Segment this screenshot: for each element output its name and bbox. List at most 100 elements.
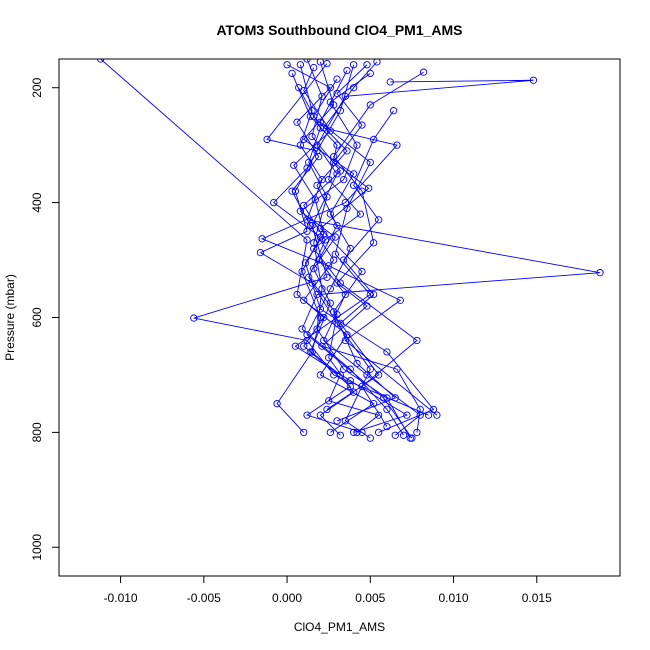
data-point — [340, 365, 348, 373]
data-point — [366, 365, 374, 373]
data-point — [316, 313, 325, 322]
plot-frame — [58, 58, 621, 577]
x-tick-label: -0.005 — [187, 591, 221, 605]
data-point — [320, 336, 328, 345]
data-point — [416, 411, 424, 419]
data-point — [336, 431, 344, 439]
data-point — [369, 239, 378, 247]
data-point — [389, 107, 398, 115]
data-point — [369, 290, 378, 299]
data-point — [391, 394, 399, 402]
data-point — [325, 397, 333, 405]
data-point — [374, 428, 383, 437]
data-point — [363, 371, 371, 379]
data-point — [336, 107, 344, 115]
data-point — [96, 59, 105, 63]
data-point — [308, 279, 316, 287]
series-line — [294, 70, 408, 433]
data-point — [346, 377, 354, 385]
data-point — [316, 371, 325, 379]
plot-area — [96, 59, 604, 442]
x-axis-label: ClO4_PM1_AMS — [294, 620, 385, 634]
data-point — [326, 285, 334, 293]
data-point — [340, 256, 348, 264]
data-point — [296, 141, 305, 149]
data-point — [349, 428, 358, 437]
series-line — [299, 72, 371, 433]
data-point — [303, 59, 311, 63]
data-point — [310, 112, 318, 121]
series-line — [298, 87, 411, 439]
data-point — [374, 371, 383, 379]
data-point — [311, 196, 320, 204]
series-13 — [300, 59, 358, 439]
data-point — [326, 210, 334, 218]
data-point — [293, 118, 301, 126]
data-point — [358, 267, 366, 276]
data-point — [403, 411, 411, 419]
data-point — [374, 411, 383, 419]
series-line — [291, 73, 418, 427]
data-point — [303, 236, 311, 244]
data-point — [529, 76, 538, 84]
data-point — [429, 405, 438, 414]
data-point — [288, 187, 296, 195]
data-point — [310, 239, 318, 247]
series-line — [286, 64, 375, 433]
data-point — [343, 147, 351, 155]
data-point — [383, 394, 391, 402]
data-point — [349, 181, 358, 190]
series-7 — [288, 69, 421, 431]
data-point — [366, 434, 374, 442]
data-point — [293, 290, 301, 299]
data-point — [369, 135, 378, 144]
data-point — [190, 314, 198, 322]
data-point — [301, 259, 310, 267]
data-point — [258, 235, 266, 243]
series-9 — [291, 66, 411, 437]
data-point — [364, 184, 373, 192]
data-point — [406, 434, 414, 442]
data-point — [333, 221, 341, 230]
data-point — [270, 198, 278, 207]
series-17 — [296, 69, 374, 437]
data-point — [315, 153, 323, 161]
data-point — [393, 141, 401, 149]
data-point — [363, 61, 371, 69]
y-tick-label: 200 — [30, 77, 44, 97]
data-point — [283, 61, 291, 69]
data-point — [386, 78, 394, 86]
data-point — [383, 348, 391, 356]
data-point — [305, 273, 313, 281]
data-point — [300, 428, 308, 437]
data-point — [323, 59, 331, 68]
data-point — [313, 181, 321, 190]
y-axis: 200 400 600 800 1000 — [30, 77, 60, 561]
data-point — [300, 296, 308, 304]
data-point — [336, 319, 344, 327]
data-point — [316, 124, 325, 132]
data-point — [366, 158, 374, 167]
data-point — [273, 400, 281, 408]
series-18 — [283, 61, 378, 437]
data-point — [305, 158, 313, 167]
data-point — [298, 325, 306, 333]
data-point — [333, 75, 341, 83]
y-tick-label: 400 — [30, 192, 44, 212]
x-axis: -0.010 -0.005 0.000 0.005 0.010 0.015 — [104, 575, 552, 605]
data-point — [346, 382, 354, 391]
data-point — [303, 227, 311, 235]
data-point — [295, 84, 303, 92]
data-point — [416, 405, 424, 414]
series-1 — [96, 59, 383, 437]
data-point — [413, 336, 421, 345]
data-point — [321, 236, 329, 244]
data-point — [358, 121, 366, 129]
y-tick-label: 600 — [30, 307, 44, 327]
data-point — [433, 411, 441, 419]
data-point — [341, 290, 349, 299]
series-line — [326, 110, 394, 410]
data-point — [300, 342, 308, 350]
data-point — [306, 221, 315, 230]
